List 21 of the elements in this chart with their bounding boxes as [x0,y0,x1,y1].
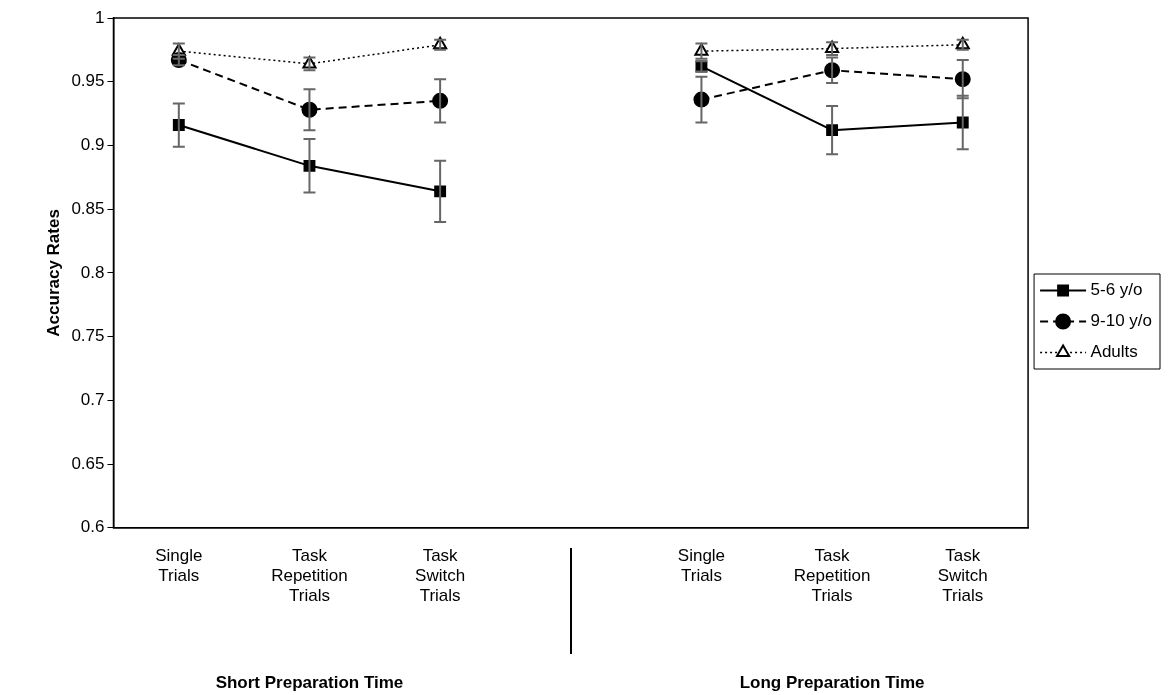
text: Short Preparation Time [215,673,404,693]
y-tick-label: 0.6 [80,517,105,537]
y-tick-label: 1 [95,7,105,27]
legend-label: 5-6 y/o [1090,280,1143,300]
x-tick-label: Task Repetition Trials [271,545,348,606]
y-tick-label: 0.65 [71,453,105,473]
y-tick-label: 0.85 [71,198,105,218]
text: Long Preparation Time [739,673,925,693]
x-tick-label: Single Trials [677,545,726,586]
y-tick-label: 0.75 [71,326,105,346]
y-axis-title: Accuracy Rates [43,209,63,337]
legend-label: Adults [1090,342,1138,362]
x-tick-label: Task Switch Trials [415,545,466,606]
x-tick-label: Task Repetition Trials [793,545,871,606]
legend-label: 9-10 y/o [1090,311,1153,331]
x-tick-label: Single Trials [155,545,203,586]
x-tick-label: Task Switch Trials [937,545,988,606]
y-tick-label: 0.7 [80,390,105,410]
y-tick-label: 0.95 [71,71,105,91]
y-tick-label: 0.8 [80,262,105,282]
y-tick-label: 0.9 [80,135,105,155]
